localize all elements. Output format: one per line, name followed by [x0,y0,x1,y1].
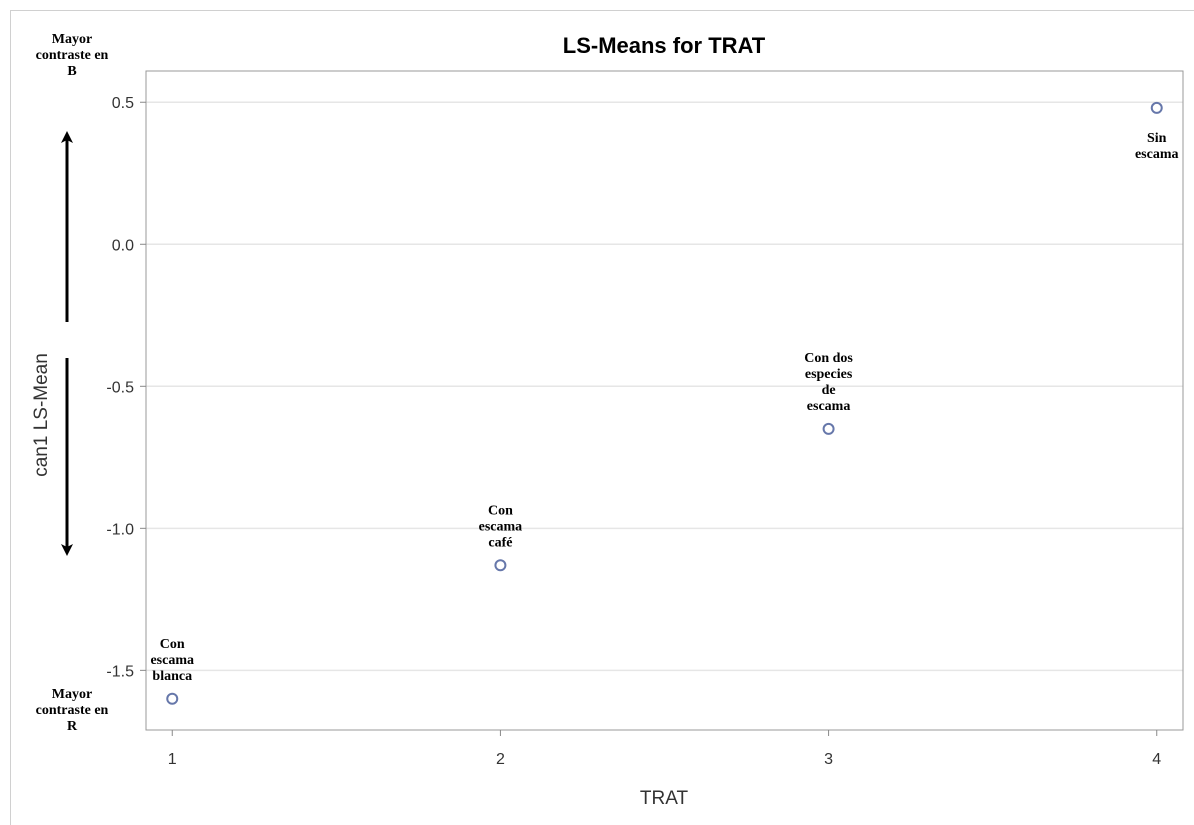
point-label-line: escama [807,399,851,414]
x-axis-label: TRAT [640,788,689,809]
point-label-line: escama [150,653,194,668]
annotation-line: contraste en [36,48,109,63]
y-axis-ticks: 0.5 0.0 -0.5 -1.0 -1.5 [106,95,146,680]
annotation-line: B [67,64,76,79]
annotation-line: Mayor [52,32,92,47]
y-tick-label: -0.5 [106,379,134,396]
plot-area [145,70,1184,731]
annotation-line: Mayor [52,687,92,702]
point-label-line: Con [160,637,185,652]
annotation-line: contraste en [36,703,109,718]
data-point [822,422,835,435]
point-label-line: Con dos [804,351,853,366]
data-point [494,559,507,572]
annotation-line: R [67,719,78,734]
point-label-line: escama [1135,147,1179,162]
point-label-line: café [488,535,512,550]
point-label-line: escama [479,519,523,534]
x-tick-label: 2 [496,751,505,768]
figure-frame [10,10,1194,825]
y-tick-label: -1.0 [106,521,134,538]
data-point [166,692,179,705]
point-label-line: blanca [152,669,192,684]
y-tick-label: 0.0 [112,237,134,254]
y-tick-label: 0.5 [112,95,134,112]
x-tick-label: 4 [1152,751,1161,768]
y-tick-label: -1.5 [106,663,134,680]
chart-title: LS-Means for TRAT [563,33,766,58]
point-label-line: especies [805,367,853,382]
x-tick-label: 1 [168,751,177,768]
point-label-line: Sin [1147,131,1167,146]
data-point [1150,101,1163,114]
grid-lines [146,101,1183,672]
point-label-line: de [822,383,836,398]
x-axis-ticks: 1 2 3 4 [168,730,1161,768]
y-axis-label: can1 LS-Mean [31,353,52,477]
data-points [166,101,1163,705]
x-tick-label: 3 [824,751,833,768]
point-label-line: Con [488,503,513,518]
